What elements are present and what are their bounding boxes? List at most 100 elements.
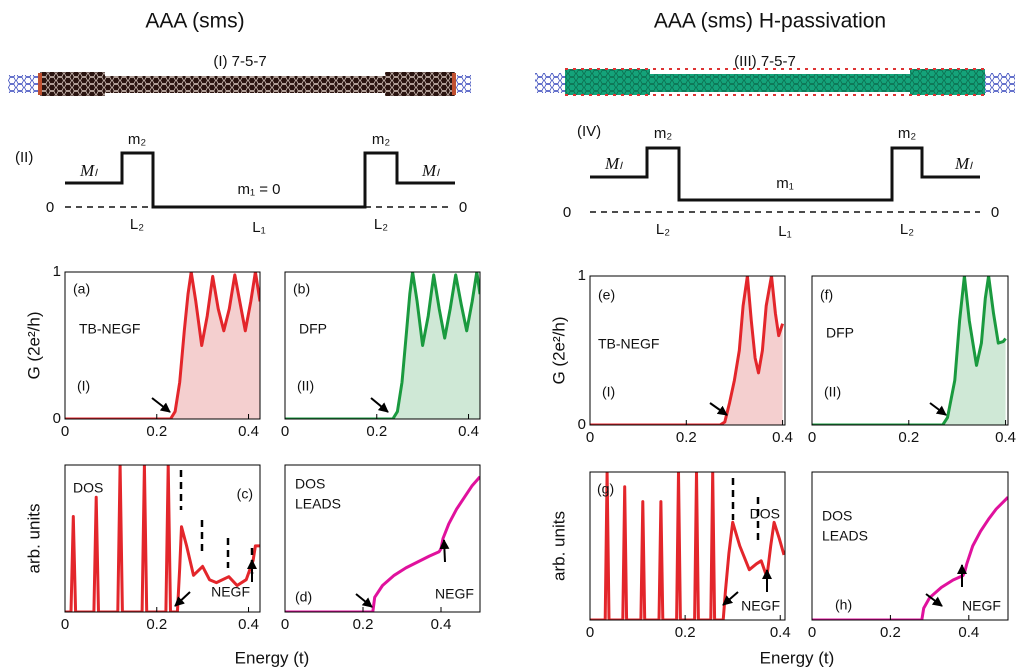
annotation: (f) — [820, 287, 833, 303]
barrier-mass: m₂ — [128, 131, 146, 148]
x-tick-label: 0 — [808, 624, 816, 641]
annotation: DOS — [295, 476, 325, 492]
annotation: NEGF — [741, 598, 780, 614]
barrier-mass: m₂ — [898, 125, 916, 142]
panel: 0 0.2 0.4 0 1 G (2e²/h) (a) TB-NEGF (I) — [24, 263, 261, 440]
annotation: (b) — [293, 281, 310, 297]
ribbon-label: (I) 7-5-7 — [213, 53, 266, 70]
zero-level: 0 — [991, 204, 999, 221]
zero-level: 0 — [459, 199, 467, 216]
y-tick-label: 1 — [578, 267, 586, 284]
x-tick-label: 0.4 — [431, 616, 452, 633]
arrow — [929, 402, 947, 416]
zero-level: 0 — [46, 199, 54, 216]
area-fill — [285, 272, 480, 419]
well-mass: m₁ = 0 — [238, 181, 281, 198]
y-axis-label: G (2e²/h) — [549, 316, 568, 384]
y-axis-label: arb. units — [24, 504, 43, 574]
line — [812, 496, 1008, 620]
potential-profile — [65, 151, 455, 209]
zero-level: 0 — [563, 204, 571, 221]
arrow — [174, 591, 191, 607]
annotation: (I) — [602, 384, 615, 400]
line — [590, 276, 785, 425]
panel: 0 0.2 0.4 DOS LEADS (h) NEGF — [808, 471, 1009, 641]
well-width: L₁ — [778, 223, 791, 240]
arrow — [355, 593, 373, 608]
x-tick-label: 0 — [281, 423, 289, 440]
annotation: DFP — [826, 325, 854, 341]
y-axis-label: arb. units — [549, 511, 568, 581]
frame — [284, 464, 481, 613]
x-tick-label: 0.2 — [676, 429, 697, 446]
arrow — [151, 397, 171, 413]
arrow — [722, 591, 739, 606]
frame — [64, 464, 261, 613]
schematic-label: (II) — [15, 149, 33, 166]
ribbon — [8, 72, 471, 96]
annotation: DOS — [750, 506, 780, 522]
line — [285, 272, 480, 419]
x-tick-label: 0 — [808, 429, 816, 446]
frame — [811, 471, 1009, 621]
annotation: NEGF — [962, 598, 1001, 614]
x-tick-label: 0.4 — [995, 429, 1016, 446]
y-tick-label: 0 — [578, 416, 586, 433]
x-tick-label: 0 — [586, 624, 594, 641]
x-tick-label: 0 — [281, 616, 289, 633]
panel: 0 0.2 0.4 arb. units (g) DOS NEGF — [549, 471, 791, 641]
x-tick-label: 0.4 — [238, 423, 259, 440]
annotation: NEGF — [435, 586, 474, 602]
y-axis-label: G (2e²/h) — [24, 311, 43, 379]
x-tick-label: 0.4 — [772, 429, 793, 446]
x-tick-label: 0.2 — [146, 616, 167, 633]
lead-mass: Mₗ — [79, 161, 98, 180]
annotation: TB-NEGF — [79, 321, 140, 337]
arrow — [709, 402, 728, 416]
title: AAA (sms) — [145, 10, 244, 33]
area-fill — [812, 276, 1006, 425]
area-fill — [590, 276, 783, 425]
panel: 0 0.2 0.4 arb. units DOS (c) NEGF — [24, 464, 261, 633]
x-tick-label: 0 — [586, 429, 594, 446]
barrier-width: L₂ — [900, 221, 914, 238]
x-tick-label: 0.2 — [353, 616, 374, 633]
title: AAA (sms) H-passivation — [654, 10, 886, 33]
x-tick-label: 0.4 — [770, 624, 791, 641]
frame — [284, 271, 481, 420]
barrier-mass: m₂ — [372, 131, 390, 148]
panel: 0 0.2 0.4 (b) DFP (II) — [281, 271, 481, 440]
frame — [589, 471, 786, 621]
x-tick-label: 0.4 — [238, 616, 259, 633]
potential-profile — [590, 146, 980, 213]
annotation: (II) — [824, 384, 841, 400]
frame — [589, 275, 786, 426]
annotation: (e) — [598, 287, 615, 303]
line — [812, 276, 1007, 425]
panel: 0 0.2 0.4 0 1 G (2e²/h) (e) TB-NEGF (I) — [549, 267, 793, 446]
panel: 0 0.2 0.4 DOS LEADS (d) NEGF — [281, 464, 481, 633]
line — [65, 465, 260, 612]
y-tick-label: 1 — [53, 263, 61, 280]
annotation: TB-NEGF — [598, 336, 659, 352]
x-tick-label: 0.4 — [458, 423, 479, 440]
barrier-width: L₂ — [130, 216, 144, 233]
x-tick-label: 0.2 — [146, 423, 167, 440]
y-tick-label: 0 — [53, 410, 61, 427]
frame — [811, 275, 1009, 426]
barrier-width: L₂ — [656, 221, 670, 238]
barrier-mass: m₂ — [654, 125, 672, 142]
x-tick-label: 0 — [61, 423, 69, 440]
x-tick-label: 0.2 — [675, 624, 696, 641]
annotation: (a) — [73, 281, 90, 297]
lead-mass: Mₗ — [954, 154, 973, 173]
panel: 0 0.2 0.4 (f) DFP (II) — [808, 275, 1016, 446]
arrow — [439, 539, 450, 563]
annotation: LEADS — [295, 496, 341, 512]
annotation: DOS — [822, 508, 852, 524]
annotation: (c) — [237, 486, 253, 502]
lead-mass: Mₗ — [604, 154, 623, 173]
annotation: (g) — [597, 481, 614, 497]
line — [590, 472, 785, 620]
